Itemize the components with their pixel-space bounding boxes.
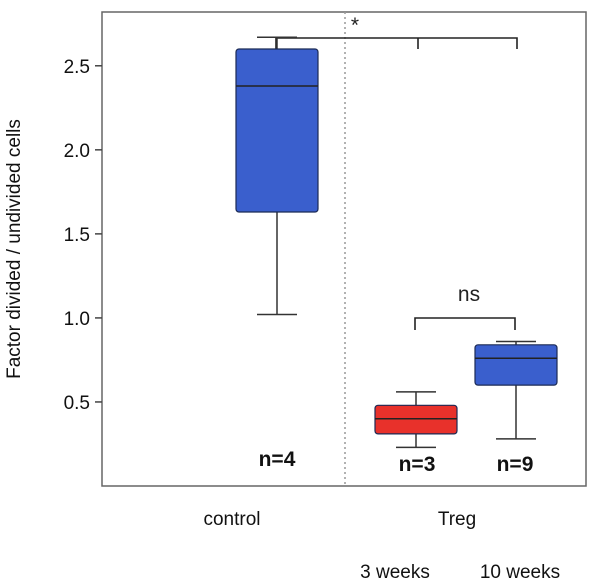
box-iqr <box>374 404 458 435</box>
y-tick-label: 1.0 <box>64 309 90 330</box>
box-iqr <box>235 48 319 213</box>
box-1 <box>374 391 458 449</box>
y-tick-label: 0.5 <box>64 393 90 414</box>
y-tick-label: 2.0 <box>64 141 90 162</box>
box-iqr <box>474 344 558 386</box>
significance-ns-label: ns <box>458 283 480 306</box>
y-axis-label: Factor divided / undivided cells <box>4 119 25 379</box>
sublabel-3-weeks: 3 weeks <box>360 562 430 579</box>
box-2 <box>474 340 558 440</box>
significance-bracket-ns <box>414 317 516 330</box>
n-label: n=9 <box>497 453 534 476</box>
sublabel-10-weeks: 10 weeks <box>480 562 560 579</box>
y-tick-label: 1.5 <box>64 225 90 246</box>
category-label-control: control <box>203 509 260 530</box>
y-tick-label: 2.5 <box>64 57 90 78</box>
n-label: n=4 <box>259 448 296 471</box>
n-label: n=3 <box>399 453 436 476</box>
box-0 <box>235 36 319 316</box>
plot-frame <box>101 11 587 487</box>
category-label-treg: Treg <box>438 509 476 530</box>
significance-star-label: * <box>351 14 359 37</box>
significance-bracket-star <box>275 37 518 49</box>
